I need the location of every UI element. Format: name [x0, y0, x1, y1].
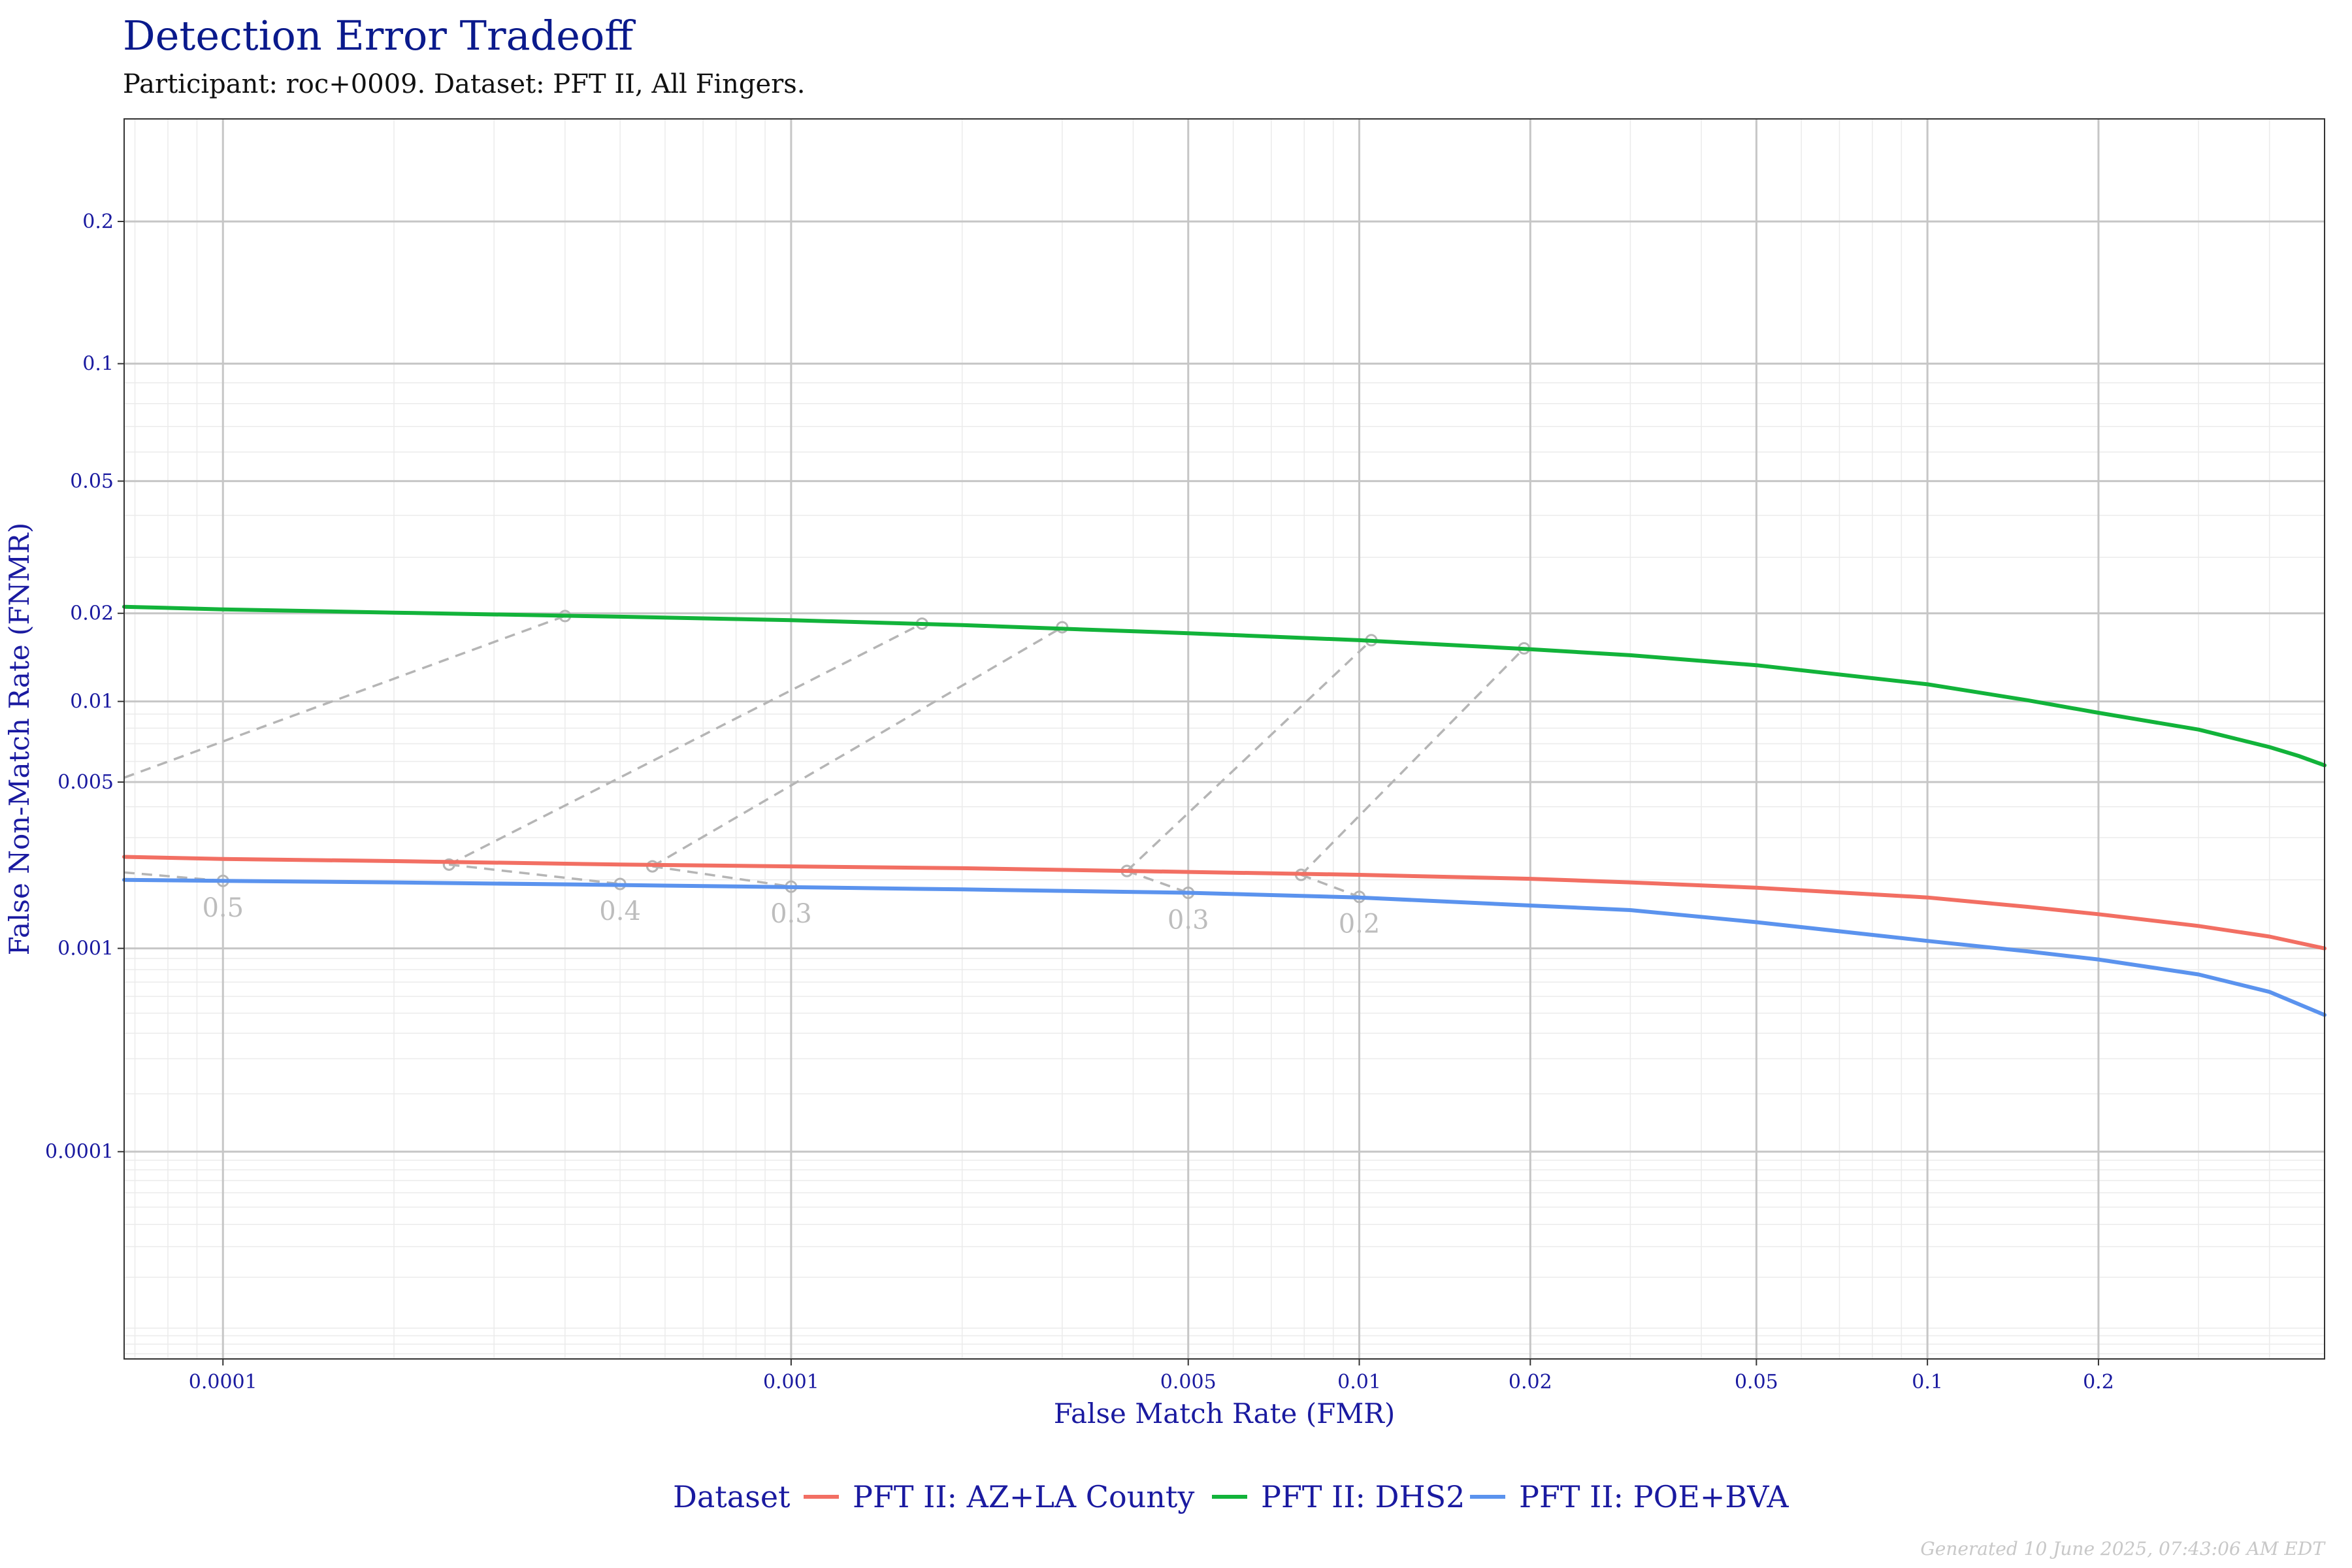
- y-tick-label: 0.02: [70, 602, 114, 625]
- threshold-connector: [1126, 639, 1373, 872]
- x-tick-label: 0.05: [1735, 1371, 1778, 1394]
- y-tick-label: 0.0001: [45, 1141, 114, 1164]
- threshold-label: 0.3: [770, 899, 812, 929]
- legend-label-az-la: PFT II: AZ+LA County: [853, 1479, 1194, 1514]
- y-tick-label: 0.005: [57, 771, 114, 794]
- y-axis-ticks: 0.0001 0.001 0.005 0.01 0.02 0.05 0.1 0.2: [45, 210, 124, 1164]
- threshold-connector: [123, 615, 566, 779]
- y-axis-title: False Non-Match Rate (FNMR): [3, 523, 35, 956]
- x-tick-label: 0.2: [2083, 1371, 2114, 1394]
- threshold-connector: [1126, 870, 1189, 894]
- chart-title: Detection Error Tradeoff: [123, 12, 636, 59]
- series-line-pft-ii-dhs2: [122, 604, 2327, 768]
- chart-subtitle: Participant: roc+0009. Dataset: PFT II, …: [123, 69, 806, 99]
- series-lines: [122, 604, 2327, 1017]
- x-tick-label: 0.01: [1337, 1371, 1381, 1394]
- legend-label-dhs2: PFT II: DHS2: [1261, 1479, 1465, 1514]
- plot-panel: [123, 118, 2325, 1360]
- threshold-label: 0.3: [1168, 905, 1209, 935]
- threshold-label: 0.2: [1339, 909, 1380, 939]
- x-axis-title: False Match Rate (FMR): [1054, 1397, 1396, 1429]
- threshold-connector: [1300, 874, 1360, 898]
- series-line-pft-ii-poe-bva: [122, 877, 2327, 1017]
- threshold-connector: [1300, 647, 1525, 876]
- series-line-pft-ii-az-la-county: [122, 855, 2327, 951]
- plot-border: [123, 118, 2325, 1360]
- x-tick-label: 0.001: [763, 1371, 819, 1394]
- y-tick-label: 0.001: [57, 938, 114, 960]
- y-tick-label: 0.1: [82, 353, 114, 376]
- y-tick-label: 0.2: [82, 210, 114, 233]
- threshold-label: 0.5: [202, 893, 244, 923]
- x-tick-label: 0.005: [1160, 1371, 1217, 1394]
- y-tick-label: 0.01: [70, 691, 114, 713]
- threshold-point: [442, 858, 455, 871]
- y-tick-label: 0.05: [70, 470, 114, 493]
- legend: Dataset PFT II: AZ+LA County PFT II: DHS…: [673, 1479, 1789, 1514]
- generated-footer: Generated 10 June 2025, 07:43:06 AM EDT: [1920, 1538, 2326, 1560]
- legend-title: Dataset: [673, 1479, 791, 1514]
- x-axis-ticks: 0.0001 0.001 0.005 0.01 0.02 0.05 0.1 0.2: [189, 1359, 2114, 1394]
- threshold-connector: [652, 865, 792, 888]
- x-tick-label: 0.02: [1509, 1371, 1552, 1394]
- x-tick-label: 0.0001: [189, 1371, 257, 1394]
- major-grid: [124, 119, 2325, 1359]
- threshold-connector: [449, 863, 621, 885]
- threshold-lines: 0.5 0.4 0.3 0.3 0.2: [123, 610, 1531, 939]
- legend-label-poe-bva: PFT II: POE+BVA: [1519, 1479, 1789, 1514]
- threshold-label: 0.4: [599, 896, 641, 926]
- x-tick-label: 0.1: [1912, 1371, 1943, 1394]
- threshold-connector: [448, 623, 923, 866]
- threshold-connector: [651, 626, 1063, 868]
